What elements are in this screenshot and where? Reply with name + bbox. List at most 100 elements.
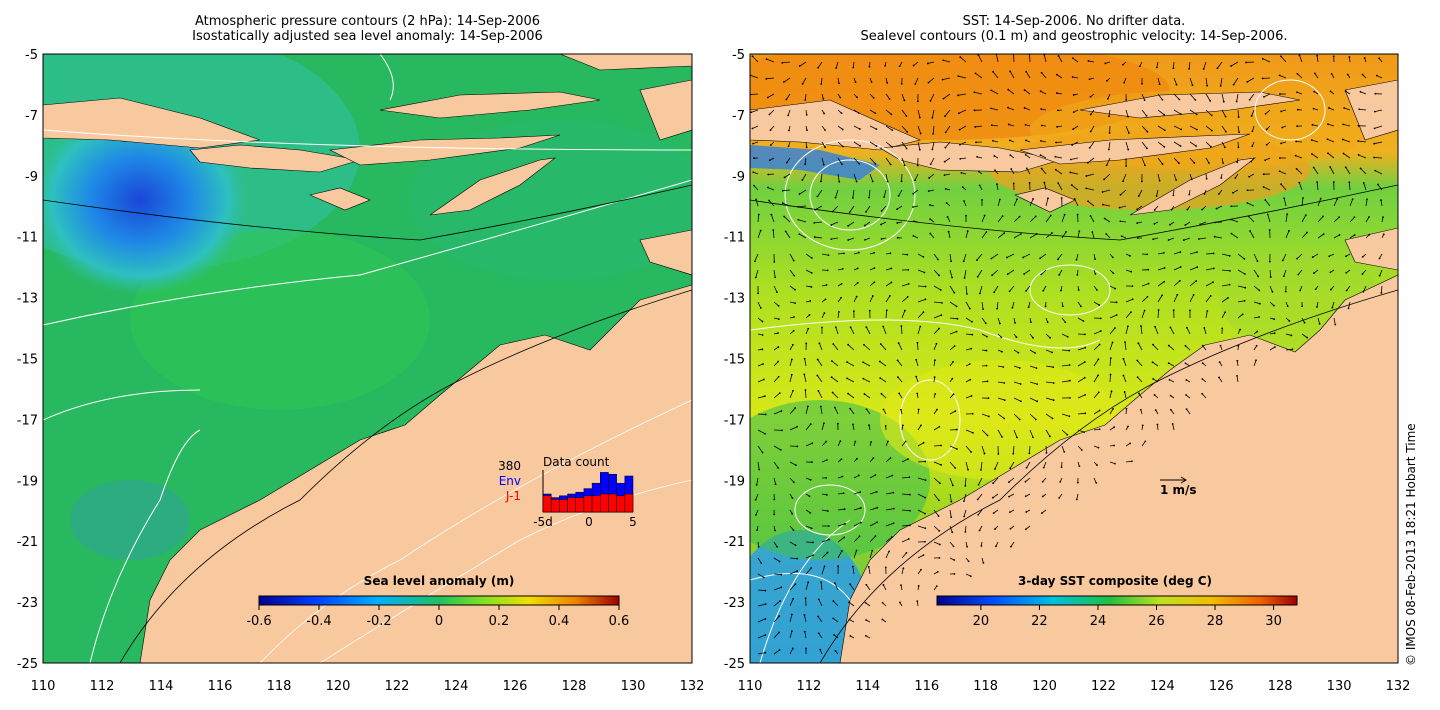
velocity-vector-head — [1106, 79, 1108, 82]
velocity-vector-head — [1236, 161, 1239, 164]
velocity-vector — [898, 342, 903, 351]
velocity-vector-head — [1326, 138, 1329, 141]
velocity-vector-head — [808, 314, 811, 316]
velocity-vector-head — [812, 554, 814, 557]
velocity-vector — [901, 476, 910, 479]
velocity-vector-head — [1212, 267, 1215, 270]
velocity-vector — [885, 492, 894, 495]
velocity-vector — [880, 343, 887, 351]
velocity-vector-head — [851, 565, 854, 568]
velocity-vector-head — [839, 440, 842, 442]
right-lat-tick-label: -23 — [724, 596, 745, 611]
velocity-vector-head — [809, 300, 812, 302]
sst-colorbar-tick-label: 22 — [1031, 614, 1048, 629]
velocity-vector-head — [796, 445, 799, 448]
velocity-vector — [901, 296, 908, 303]
velocity-vector-head — [936, 570, 939, 573]
velocity-vector-head — [1209, 99, 1212, 102]
left-lon-tick-label: 126 — [503, 679, 528, 694]
velocity-vector — [805, 406, 809, 415]
velocity-vector — [1360, 91, 1367, 95]
velocity-vector-head — [1054, 168, 1057, 171]
velocity-vector-head — [871, 295, 874, 297]
velocity-vector — [965, 461, 969, 470]
velocity-vector-head — [1368, 233, 1371, 236]
velocity-vector-head — [1201, 362, 1204, 365]
velocity-vector — [1313, 167, 1319, 175]
velocity-vector — [1157, 109, 1165, 116]
velocity-vector — [869, 507, 878, 511]
velocity-vector-head — [804, 597, 807, 600]
velocity-vector-head — [1346, 73, 1349, 76]
velocity-vector-head — [981, 198, 983, 201]
velocity-vector — [1189, 109, 1197, 115]
velocity-vector-head — [754, 276, 757, 279]
velocity-vector-head — [1063, 213, 1066, 216]
velocity-vector-head — [985, 230, 988, 233]
velocity-vector — [1349, 217, 1355, 223]
velocity-vector-head — [1070, 184, 1073, 186]
velocity-vector-head — [1006, 256, 1008, 259]
velocity-vector-head — [946, 216, 949, 218]
velocity-vector-head — [830, 224, 833, 226]
velocity-vector-head — [1085, 187, 1088, 190]
velocity-vector-head — [1019, 400, 1022, 403]
velocity-vector — [1262, 58, 1271, 63]
velocity-vector-head — [996, 307, 999, 310]
velocity-vector — [928, 77, 935, 83]
velocity-vector-head — [1025, 167, 1028, 170]
velocity-vector — [901, 568, 904, 575]
velocity-vector-head — [862, 361, 864, 364]
velocity-vector — [943, 93, 951, 99]
velocity-vector-head — [1230, 218, 1232, 221]
velocity-vector-head — [1311, 123, 1314, 126]
velocity-vector — [980, 461, 983, 470]
velocity-vector-head — [849, 635, 852, 637]
velocity-vector — [821, 509, 828, 512]
velocity-vector — [1253, 360, 1257, 367]
velocity-vector-head — [1153, 223, 1156, 225]
velocity-vector-head — [772, 229, 775, 231]
velocity-vector-head — [1206, 310, 1209, 312]
velocity-vector-head — [841, 475, 844, 478]
velocity-vector-head — [944, 115, 946, 118]
right-lat-tick-label: -19 — [724, 474, 745, 489]
velocity-vector — [1093, 392, 1100, 399]
velocity-vector — [945, 141, 951, 148]
velocity-vector-head — [838, 180, 841, 183]
velocity-vector-head — [856, 281, 859, 284]
velocity-vector — [853, 141, 861, 147]
velocity-vector — [1236, 375, 1239, 383]
velocity-vector-head — [1009, 467, 1012, 470]
velocity-vector — [901, 524, 910, 527]
velocity-vector-head — [1109, 373, 1112, 376]
velocity-vector-head — [868, 309, 871, 312]
velocity-vector — [992, 493, 999, 499]
inset-j1-bar — [542, 495, 552, 513]
velocity-vector — [949, 493, 952, 502]
velocity-vector — [977, 493, 983, 500]
velocity-vector-head — [1224, 130, 1227, 133]
velocity-vector-head — [1209, 145, 1212, 148]
velocity-vector-head — [791, 343, 794, 346]
velocity-vector — [757, 214, 760, 223]
velocity-vector — [1120, 220, 1127, 223]
velocity-vector-head — [847, 224, 850, 227]
velocity-vector — [949, 253, 952, 262]
velocity-vector — [1374, 109, 1383, 113]
inset-xtick-zero: 0 — [585, 515, 593, 529]
velocity-vector-head — [1195, 128, 1198, 131]
velocity-vector — [1152, 344, 1159, 351]
velocity-vector — [981, 380, 988, 383]
velocity-vector-head — [1206, 84, 1209, 87]
velocity-vector-head — [1179, 145, 1182, 147]
velocity-vector-head — [929, 232, 932, 235]
land-sumba — [309, 187, 371, 211]
velocity-vector-head — [1168, 378, 1171, 381]
velocity-vector — [1343, 123, 1351, 127]
velocity-vector-head — [1316, 181, 1318, 183]
velocity-vector — [1205, 281, 1214, 287]
velocity-vector — [1317, 216, 1324, 223]
velocity-vector-head — [932, 133, 934, 135]
velocity-vector-head — [919, 325, 922, 328]
